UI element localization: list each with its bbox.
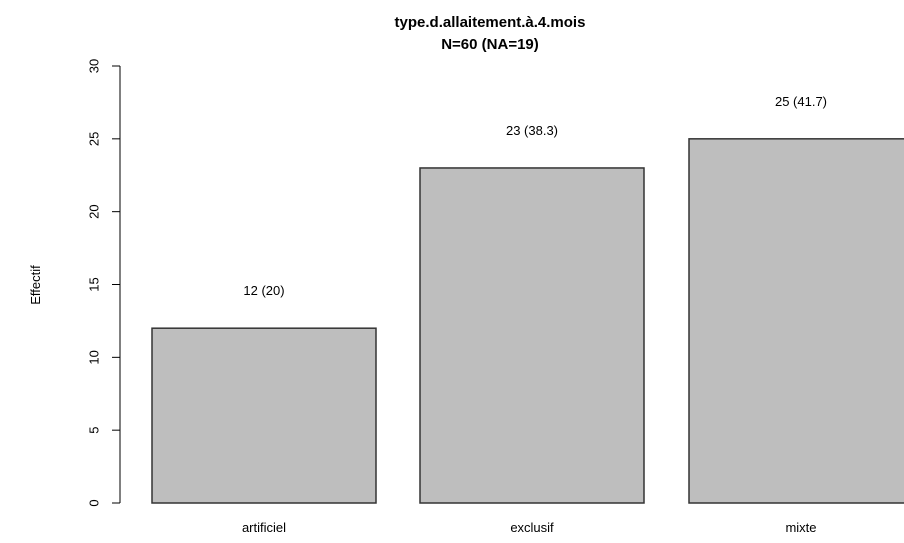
y-tick-label: 15	[86, 277, 101, 291]
category-label: exclusif	[510, 520, 554, 535]
y-tick-label: 30	[86, 59, 101, 73]
bar-value-labels: 12 (20) 23 (38.3) 25 (41.7)	[243, 94, 827, 298]
bar-exclusif	[419, 167, 645, 504]
y-tick-label: 20	[86, 204, 101, 218]
bar-value-label: 12 (20)	[243, 283, 284, 298]
bar-mixte	[688, 138, 904, 504]
bar-value-label: 25 (41.7)	[775, 94, 827, 109]
chart-subtitle: N=60 (NA=19)	[441, 36, 539, 53]
bar-value-label: 23 (38.3)	[506, 123, 558, 138]
category-label: mixte	[785, 520, 816, 535]
category-labels: artificiel exclusif mixte	[242, 520, 817, 535]
y-axis: 0 5 10 15 20 25 30	[86, 59, 121, 507]
chart-title: type.d.allaitement.à.4.mois	[395, 14, 586, 31]
category-label: artificiel	[242, 520, 286, 535]
y-tick-label: 0	[86, 499, 101, 506]
y-tick-label: 5	[86, 427, 101, 434]
y-axis-label: Effectif	[28, 265, 43, 305]
bar-artificiel	[151, 327, 377, 504]
y-tick-label: 10	[86, 350, 101, 364]
bars-group	[151, 138, 904, 504]
y-tick-label: 25	[86, 132, 101, 146]
